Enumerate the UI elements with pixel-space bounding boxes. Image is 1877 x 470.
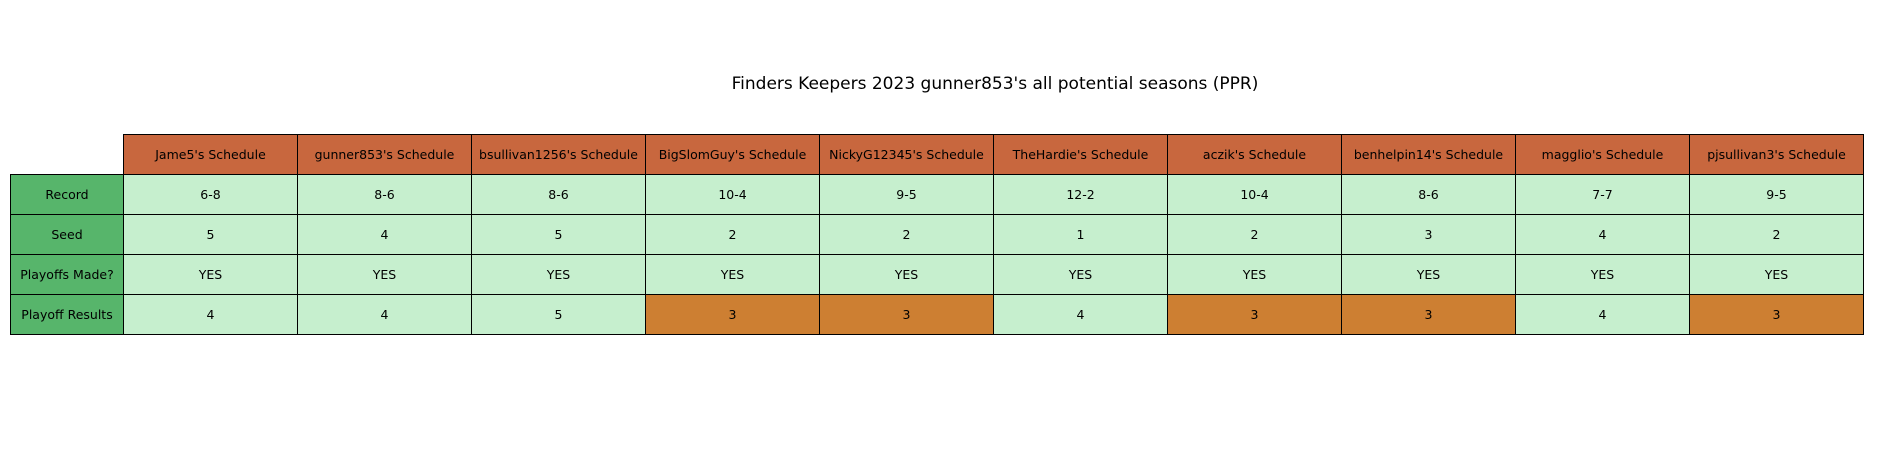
table-row: Seed 5 4 5 2 2 1 2 3 4 2 xyxy=(10,214,1864,255)
table-cell: 2 xyxy=(1167,214,1342,255)
table-cell: 4 xyxy=(993,294,1168,335)
table-cell: 8-6 xyxy=(1341,174,1516,215)
row-label: Playoff Results xyxy=(10,294,124,335)
table-cell: 2 xyxy=(819,214,994,255)
table-cell: 9-5 xyxy=(819,174,994,215)
table-cell: 3 xyxy=(1689,294,1864,335)
column-header: bsullivan1256's Schedule xyxy=(471,134,646,175)
row-label: Seed xyxy=(10,214,124,255)
table-body: Record 6-8 8-6 8-6 10-4 9-5 12-2 10-4 8-6 7-7 9-5 S… xyxy=(10,174,1864,335)
table-cell: 1 xyxy=(993,214,1168,255)
table-cell: 3 xyxy=(1341,214,1516,255)
column-header: NickyG12345's Schedule xyxy=(819,134,994,175)
table-cell: 5 xyxy=(471,214,646,255)
table-cell: 10-4 xyxy=(645,174,820,215)
row-label: Playoffs Made? xyxy=(10,254,124,295)
table-cell: YES xyxy=(1689,254,1864,295)
table-row: Playoffs Made? YES YES YES YES YES YES YES YES YE… xyxy=(10,254,1864,295)
table-cell: 6-8 xyxy=(123,174,298,215)
column-header: gunner853's Schedule xyxy=(297,134,472,175)
chart-title: Finders Keepers 2023 gunner853's all pot… xyxy=(731,74,1259,94)
table-cell: YES xyxy=(1341,254,1516,295)
table-cell: YES xyxy=(297,254,472,295)
table-cell: YES xyxy=(993,254,1168,295)
table-cell: 3 xyxy=(645,294,820,335)
table-cell: YES xyxy=(1167,254,1342,295)
column-header: BigSlomGuy's Schedule xyxy=(645,134,820,175)
table-cell: YES xyxy=(123,254,298,295)
table-cell: 12-2 xyxy=(993,174,1168,215)
table-cell: 4 xyxy=(123,294,298,335)
table-cell: 7-7 xyxy=(1515,174,1690,215)
column-header: benhelpin14's Schedule xyxy=(1341,134,1516,175)
column-header: magglio's Schedule xyxy=(1515,134,1690,175)
table-cell: 3 xyxy=(1341,294,1516,335)
table-cell: 8-6 xyxy=(297,174,472,215)
table-row: Record 6-8 8-6 8-6 10-4 9-5 12-2 10-4 8-6 7-7 9-5 xyxy=(10,174,1864,215)
table-cell: 2 xyxy=(1689,214,1864,255)
column-header: Jame5's Schedule xyxy=(123,134,298,175)
table-cell: YES xyxy=(645,254,820,295)
column-header: pjsullivan3's Schedule xyxy=(1689,134,1864,175)
table-cell: 8-6 xyxy=(471,174,646,215)
table-cell: 10-4 xyxy=(1167,174,1342,215)
table-cell: 2 xyxy=(645,214,820,255)
table-cell: 3 xyxy=(1167,294,1342,335)
table-cell: 4 xyxy=(297,294,472,335)
table-cell: 5 xyxy=(471,294,646,335)
data-table: Jame5's Schedule gunner853's Schedule bsul… xyxy=(10,134,1864,335)
column-header: aczik's Schedule xyxy=(1167,134,1342,175)
table-cell: 9-5 xyxy=(1689,174,1864,215)
table-cell: YES xyxy=(471,254,646,295)
table-row: Playoff Results 4 4 5 3 3 4 3 3 4 3 xyxy=(10,294,1864,335)
table-cell: 4 xyxy=(1515,294,1690,335)
column-header: TheHardie's Schedule xyxy=(993,134,1168,175)
table-cell: 3 xyxy=(819,294,994,335)
table-cell: YES xyxy=(1515,254,1690,295)
table-cell: YES xyxy=(819,254,994,295)
table-cell: 4 xyxy=(1515,214,1690,255)
table-cell: 5 xyxy=(123,214,298,255)
table-cell: 4 xyxy=(297,214,472,255)
header-row: Jame5's Schedule gunner853's Schedule bsul… xyxy=(11,134,1864,175)
row-label: Record xyxy=(10,174,124,215)
table-corner xyxy=(11,135,124,175)
